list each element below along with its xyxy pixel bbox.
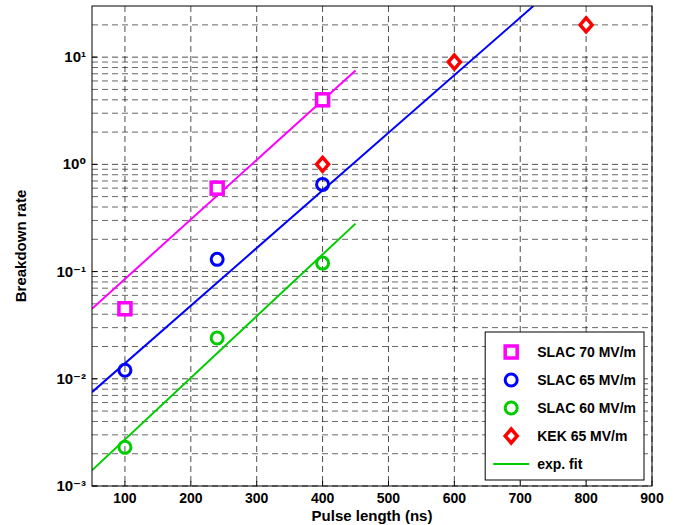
x-tick-label: 600 <box>443 490 467 506</box>
legend-symbol <box>505 402 517 414</box>
legend-symbol <box>505 346 517 358</box>
y-grid <box>92 57 652 58</box>
x-tick-label: 400 <box>311 490 335 506</box>
point <box>580 18 592 32</box>
chart: 100 200 300 400 500 600 700 800 900 10⁻³ 10⁻² 10⁻¹ 1… <box>0 0 692 525</box>
point <box>211 332 223 344</box>
minor-grid <box>92 276 652 277</box>
y-tick-label: 10⁻³ <box>56 477 86 494</box>
x-tick-label: 800 <box>574 490 598 506</box>
x-grid <box>388 6 389 486</box>
minor-grid <box>92 327 652 328</box>
minor-grid <box>92 73 652 74</box>
x-tick <box>586 481 587 486</box>
y-tick <box>92 57 97 58</box>
minor-grid <box>92 220 652 221</box>
minor-grid <box>92 196 652 197</box>
y-tick-label: 10⁰ <box>63 155 86 172</box>
minor-grid <box>92 80 652 81</box>
point <box>211 182 223 194</box>
legend: SLAC 70 MV/m SLAC 65 MV/m SLAC 60 MV/m KEK … <box>485 332 644 480</box>
minor-grid <box>92 314 652 315</box>
grid <box>92 6 652 486</box>
x-tick-label: 200 <box>179 490 203 506</box>
point <box>317 94 329 106</box>
legend-label: SLAC 60 MV/m <box>537 400 636 416</box>
x-tick-label: 100 <box>113 490 137 506</box>
minor-grid <box>92 24 652 25</box>
x-tick <box>256 481 257 486</box>
legend-symbol <box>505 429 517 443</box>
axes: 100 200 300 400 500 600 700 800 900 10⁻³ 10⁻² 10⁻¹ 1… <box>56 48 664 506</box>
fit-line <box>92 6 533 392</box>
point <box>317 257 329 269</box>
minor-grid <box>92 295 652 296</box>
minor-grid <box>92 180 652 181</box>
x-grid <box>322 6 323 486</box>
legend-label: exp. fit <box>537 456 582 472</box>
frame <box>92 6 652 486</box>
minor-grid <box>92 188 652 189</box>
minor-grid <box>92 207 652 208</box>
minor-grid <box>92 303 652 304</box>
y-axis-title: Breakdown rate <box>12 190 29 303</box>
point <box>317 178 329 190</box>
x-tick <box>388 481 389 486</box>
y-tick-label: 10¹ <box>64 48 86 65</box>
legend-box <box>485 332 644 480</box>
x-tick <box>454 481 455 486</box>
fit-line <box>92 71 356 309</box>
x-grid <box>256 6 257 486</box>
x-tick-label: 500 <box>377 490 401 506</box>
x-tick <box>520 481 521 486</box>
y-tick <box>92 271 97 272</box>
y-tick <box>92 486 97 487</box>
x-tick <box>190 481 191 486</box>
y-grid <box>92 164 652 165</box>
minor-grid <box>92 62 652 63</box>
minor-grid <box>92 169 652 170</box>
point <box>119 303 131 315</box>
x-tick <box>322 481 323 486</box>
fit-line <box>92 224 356 471</box>
y-tick <box>92 164 97 165</box>
point <box>119 441 131 453</box>
y-tick-label: 10⁻² <box>56 370 86 387</box>
minor-grid <box>92 132 652 133</box>
legend-label: SLAC 65 MV/m <box>537 372 636 388</box>
legend-label: SLAC 70 MV/m <box>537 344 636 360</box>
x-grid <box>124 6 125 486</box>
x-tick <box>652 481 653 486</box>
x-tick-label: 700 <box>509 490 533 506</box>
minor-grid <box>92 281 652 282</box>
point <box>119 364 131 376</box>
plot-area <box>92 6 652 486</box>
point <box>317 157 329 171</box>
minor-grid <box>92 89 652 90</box>
legend-symbol <box>493 463 529 465</box>
minor-grid <box>92 174 652 175</box>
x-axis-title: Pulse length (ns) <box>312 507 433 524</box>
y-tick <box>92 378 97 379</box>
point <box>448 55 460 69</box>
minor-grid <box>92 99 652 100</box>
legend-symbol <box>505 374 517 386</box>
minor-grid <box>92 113 652 114</box>
x-tick-label: 900 <box>640 490 664 506</box>
point <box>211 253 223 265</box>
minor-grid <box>92 67 652 68</box>
y-tick-label: 10⁻¹ <box>56 263 86 280</box>
x-grid <box>454 6 455 486</box>
y-grid <box>92 271 652 272</box>
x-tick-label: 300 <box>245 490 269 506</box>
legend-label: KEK 65 MV/m <box>537 428 627 444</box>
x-grid <box>190 6 191 486</box>
minor-grid <box>92 239 652 240</box>
x-tick <box>124 481 125 486</box>
minor-grid <box>92 288 652 289</box>
